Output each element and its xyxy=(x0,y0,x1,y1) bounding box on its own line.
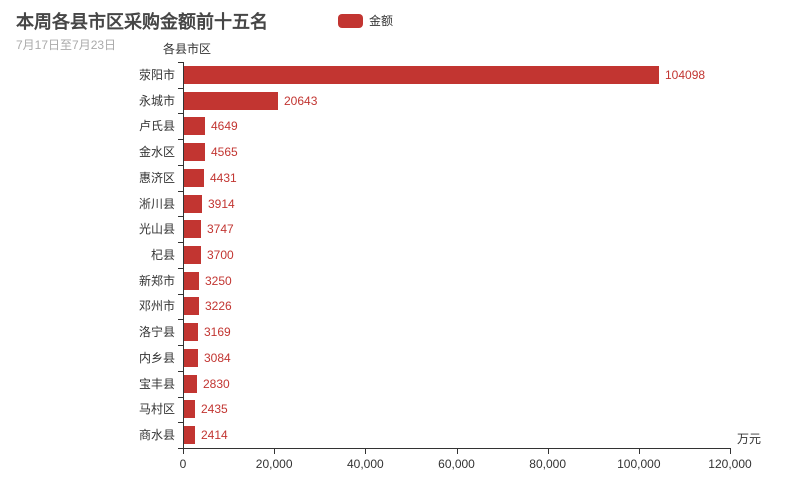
y-axis-label: 邓州市 xyxy=(138,299,175,314)
y-axis-label: 永城市 xyxy=(138,93,175,108)
value-label: 4431 xyxy=(210,170,237,185)
y-axis-tick xyxy=(178,216,183,218)
bar[interactable] xyxy=(184,65,659,84)
value-label: 2435 xyxy=(201,402,228,417)
x-axis-tick xyxy=(456,449,458,454)
y-axis-tick xyxy=(178,267,183,269)
chart-subtitle: 7月17日至7月23日 xyxy=(16,38,117,52)
y-axis-tick xyxy=(178,370,183,372)
bar[interactable] xyxy=(184,220,201,239)
bar[interactable] xyxy=(184,168,204,187)
bar[interactable] xyxy=(184,297,199,316)
y-axis-tick xyxy=(178,62,183,63)
x-axis-label: 0 xyxy=(179,457,187,471)
x-axis-label: 60,000 xyxy=(438,457,475,471)
x-axis-label: 20,000 xyxy=(255,457,293,471)
bar[interactable] xyxy=(184,143,205,162)
value-label: 2830 xyxy=(203,376,230,391)
y-axis-label: 新郑市 xyxy=(138,273,175,288)
value-label: 3169 xyxy=(204,325,231,340)
y-axis-label: 宝丰县 xyxy=(138,376,175,391)
y-axis-tick xyxy=(178,164,183,166)
y-axis-tick xyxy=(178,448,183,449)
y-axis-tick xyxy=(178,293,183,295)
y-axis-label: 光山县 xyxy=(138,222,175,237)
x-axis-tick xyxy=(547,449,549,454)
x-axis-unit: 万元 xyxy=(737,432,762,446)
value-label: 3700 xyxy=(207,248,234,262)
value-label: 3084 xyxy=(204,350,231,365)
chart-title: 本周各县市区采购金额前十五名 xyxy=(16,12,268,32)
y-axis-line xyxy=(183,62,184,448)
value-label: 3226 xyxy=(205,299,232,314)
y-axis-label: 商水县 xyxy=(138,428,175,443)
y-axis-label: 荥阳市 xyxy=(138,67,175,82)
value-label: 4565 xyxy=(211,145,238,160)
bar[interactable] xyxy=(184,194,202,213)
bar[interactable] xyxy=(184,323,198,342)
y-axis-tick xyxy=(178,345,183,347)
value-label: 4649 xyxy=(211,119,238,134)
y-axis-tick xyxy=(178,396,183,398)
y-axis-label: 杞县 xyxy=(150,248,175,262)
y-axis-name: 各县市区 xyxy=(163,42,212,56)
y-axis-tick xyxy=(178,422,183,424)
bar[interactable] xyxy=(184,91,278,110)
y-axis-label: 马村区 xyxy=(138,402,175,417)
value-label: 3250 xyxy=(205,273,232,288)
bar[interactable] xyxy=(184,374,197,393)
legend-marker-icon xyxy=(338,13,363,28)
x-axis-line xyxy=(183,448,731,449)
y-axis-tick xyxy=(178,139,183,141)
y-axis-label: 洛宁县 xyxy=(138,325,175,340)
bar[interactable] xyxy=(184,271,199,290)
bar[interactable] xyxy=(184,117,205,136)
y-axis-label: 内乡县 xyxy=(138,350,175,365)
x-axis-tick xyxy=(638,449,640,454)
y-axis-tick xyxy=(178,190,183,192)
value-label: 3914 xyxy=(208,196,235,211)
value-label: 104098 xyxy=(665,67,706,82)
y-axis-label: 惠济区 xyxy=(138,170,175,185)
bar[interactable] xyxy=(184,246,201,264)
y-axis-tick xyxy=(178,87,183,89)
y-axis-label: 卢氏县 xyxy=(138,119,175,134)
x-axis-label: 80,000 xyxy=(529,457,566,471)
x-axis-label: 100,000 xyxy=(617,457,661,471)
y-axis-tick xyxy=(178,242,183,244)
x-axis-tick xyxy=(274,449,276,454)
x-axis-tick xyxy=(183,449,184,454)
value-label: 2414 xyxy=(201,428,228,443)
y-axis-label: 金水区 xyxy=(138,145,175,160)
x-axis-tick xyxy=(365,449,367,454)
bar[interactable] xyxy=(184,400,195,419)
x-axis-label: 120,000 xyxy=(708,457,752,471)
legend-item-amount[interactable]: 金额 xyxy=(338,12,393,29)
value-label: 3747 xyxy=(207,222,234,237)
legend-label: 金额 xyxy=(369,14,394,28)
x-axis-label: 40,000 xyxy=(346,457,384,471)
y-axis-tick xyxy=(178,319,183,321)
y-axis-tick xyxy=(178,113,183,115)
y-axis-label: 淅川县 xyxy=(138,196,175,211)
bar[interactable] xyxy=(184,348,198,367)
x-axis-tick xyxy=(730,449,731,454)
bar[interactable] xyxy=(184,426,195,445)
value-label: 20643 xyxy=(284,93,318,108)
